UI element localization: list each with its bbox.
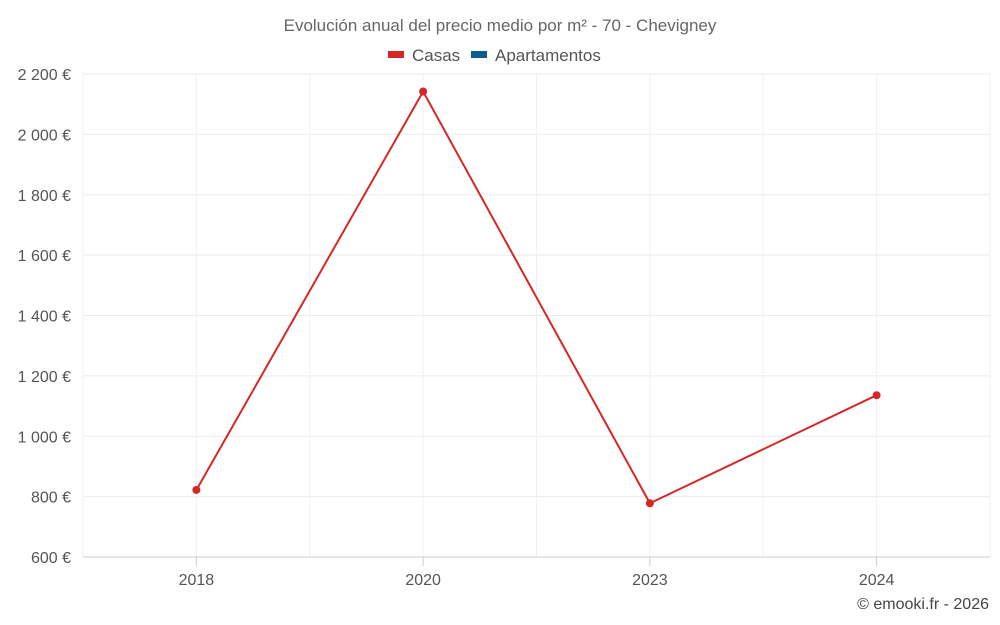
x-tick-label: 2020 (405, 572, 441, 589)
y-tick-label: 1 800 € (18, 188, 71, 205)
y-tick-label: 1 200 € (18, 369, 71, 386)
credit-text: © emooki.fr - 2026 (857, 596, 989, 613)
y-tick-label: 1 400 € (18, 309, 71, 326)
y-tick-label: 1 000 € (18, 429, 71, 446)
y-tick-label: 2 000 € (18, 127, 71, 144)
data-point-casas (192, 485, 201, 494)
series-line-casas (195, 90, 878, 505)
y-tick-label: 1 600 € (18, 248, 71, 265)
legend-label-casas: Casas (412, 46, 460, 65)
legend-swatch-apartamentos (471, 51, 487, 58)
series-lines (195, 90, 878, 505)
y-tick-label: 2 200 € (18, 67, 71, 84)
grid (82, 73, 991, 557)
legend-swatch-casas (388, 51, 404, 58)
axes: 600 € 800 € 1 000 € 1 200 € 1 400 € 1 600 € 1 … (18, 67, 990, 589)
data-point-casas (645, 499, 654, 508)
x-tick-label: 2024 (859, 572, 895, 589)
x-tick-label: 2018 (179, 572, 215, 589)
chart-title: Evolución anual del precio medio por m² … (284, 16, 717, 35)
series-points (192, 87, 881, 508)
y-tick-label: 600 € (31, 550, 71, 567)
y-tick-label: 800 € (31, 490, 71, 507)
data-point-casas (872, 391, 881, 400)
legend-label-apartamentos: Apartamentos (495, 46, 601, 65)
x-tick-label: 2023 (632, 572, 668, 589)
legend: Casas Apartamentos (388, 46, 601, 65)
data-point-casas (419, 87, 428, 96)
